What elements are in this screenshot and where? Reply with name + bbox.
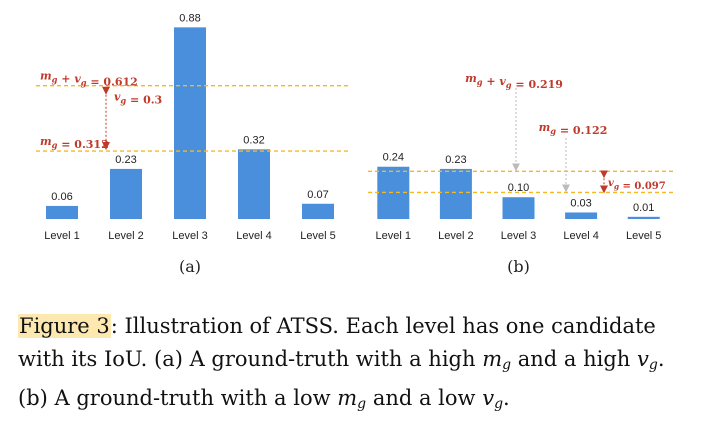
bar-a-level-4 bbox=[238, 149, 270, 219]
value-label-b-4: 0.03 bbox=[570, 197, 591, 209]
caption-text-3: . (b) A ground-truth with a low bbox=[18, 347, 665, 410]
bar-b-level-3 bbox=[502, 197, 535, 219]
figure-caption: Figure 3: Illustration of ATSS. Each lev… bbox=[18, 310, 690, 421]
caption-v: v bbox=[482, 386, 495, 410]
caption-sub-g: g bbox=[357, 396, 367, 412]
figure-reference[interactable]: Figure 3 bbox=[18, 314, 111, 338]
caption-v: v bbox=[637, 347, 649, 371]
ref-label-a-mg-plus-vg: mg + vg = 0.612 bbox=[40, 70, 138, 89]
bar-a-level-3 bbox=[174, 27, 206, 219]
value-label-a-3: 0.88 bbox=[179, 12, 200, 24]
category-label-a-1: Level 1 bbox=[44, 230, 79, 242]
caption-sub-g: g bbox=[648, 357, 658, 373]
value-label-a-1: 0.06 bbox=[51, 191, 72, 203]
caption-text-2: and a high bbox=[511, 347, 637, 371]
category-label-a-3: Level 3 bbox=[172, 230, 207, 242]
annotation-b-mg-plus-vg: mg + vg = 0.219 bbox=[465, 72, 563, 91]
caption-sub-g: g bbox=[502, 357, 512, 373]
caption-text-5: . bbox=[503, 386, 510, 410]
category-label-b-4: Level 4 bbox=[563, 230, 598, 242]
category-label-a-5: Level 5 bbox=[300, 230, 335, 242]
category-label-b-5: Level 5 bbox=[626, 230, 661, 242]
bar-b-level-5 bbox=[627, 216, 660, 219]
bar-b-level-2 bbox=[439, 168, 472, 219]
category-label-a-2: Level 2 bbox=[108, 230, 143, 242]
category-label-a-4: Level 4 bbox=[236, 230, 271, 242]
value-label-a-5: 0.07 bbox=[307, 189, 328, 201]
value-label-b-1: 0.24 bbox=[383, 152, 404, 164]
annotation-a-vg: vg = 0.3 bbox=[114, 90, 162, 106]
panel-label-a: (a) bbox=[179, 257, 201, 276]
ref-label-a-mg: mg = 0.312 bbox=[40, 135, 109, 151]
caption-m: m bbox=[482, 347, 503, 371]
caption-text-1: : Illustration of ATSS. Each level has o… bbox=[18, 314, 656, 371]
annotation-b-mg: mg = 0.122 bbox=[539, 121, 608, 137]
bar-a-level-5 bbox=[302, 203, 334, 219]
bar-a-level-1 bbox=[46, 205, 78, 219]
value-label-a-4: 0.32 bbox=[243, 134, 264, 146]
bar-b-level-4 bbox=[565, 212, 598, 219]
value-label-b-2: 0.23 bbox=[445, 154, 466, 166]
panel-label-b: (b) bbox=[507, 257, 530, 276]
bar-a-level-2 bbox=[110, 168, 142, 219]
caption-m: m bbox=[337, 386, 358, 410]
category-label-b-2: Level 2 bbox=[438, 230, 473, 242]
annotation-b-vg: vg = 0.097 bbox=[608, 178, 666, 192]
atss-figure: 0.06 Level 1 0.23 Level 2 0.88 Level 3 0.32 Lev… bbox=[36, 12, 673, 276]
value-label-b-5: 0.01 bbox=[633, 202, 654, 214]
category-label-b-1: Level 1 bbox=[376, 230, 411, 242]
caption-sub-g: g bbox=[494, 396, 504, 412]
value-label-a-2: 0.23 bbox=[115, 154, 136, 166]
category-label-b-3: Level 3 bbox=[501, 230, 536, 242]
caption-text-4: and a low bbox=[366, 386, 483, 410]
value-label-b-3: 0.10 bbox=[508, 182, 529, 194]
